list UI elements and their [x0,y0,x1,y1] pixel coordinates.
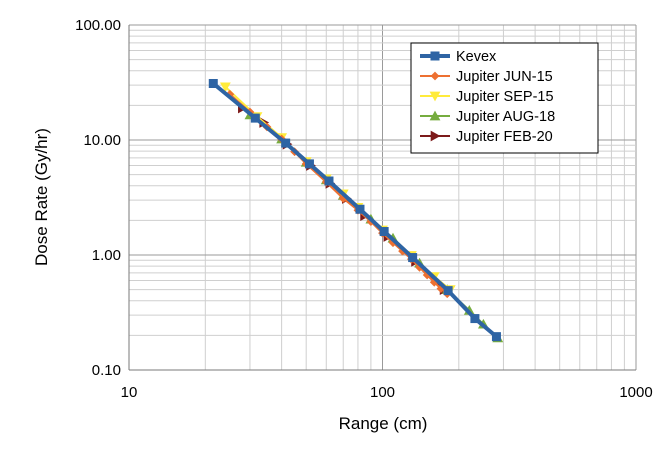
legend-item: Jupiter JUN-15 [420,69,553,85]
legend-swatch-marker [429,91,441,102]
data-point [324,176,334,186]
data-point [338,194,348,203]
series-layer [208,78,504,343]
legend: Kevex Jupiter JUN-15 Jupiter SEP-15 Jupiter… [410,42,599,154]
tick-labels: 10 100 1000 0.10 1.00 10.00 100.00 [75,17,653,401]
y-tick-label: 10.00 [83,132,121,149]
data-point [398,246,407,256]
data-point [379,227,389,237]
legend-swatch-marker [429,110,441,121]
legend-item: Jupiter FEB-20 [420,129,553,145]
legend-label: Jupiter AUG-18 [456,109,555,125]
data-point [355,204,365,214]
legend-label: Jupiter FEB-20 [456,129,553,145]
y-tick-label: 100.00 [75,17,121,34]
data-point [208,78,218,88]
data-point [304,159,314,169]
x-tick-label: 100 [370,384,395,401]
legend-item: Jupiter SEP-15 [420,89,554,105]
legend-label: Jupiter JUN-15 [456,69,553,85]
data-point [415,263,424,272]
data-point [491,332,501,342]
y-axis-title: Dose Rate (Gy/hr) [32,128,51,266]
data-point [225,89,235,99]
legend-swatch-marker [430,130,441,142]
legend-item: Kevex [420,49,497,65]
legend-label: Kevex [456,49,497,65]
series-kevex [208,78,501,342]
legend-box [410,42,599,154]
x-tick-label: 10 [121,384,138,401]
legend-item: Jupiter AUG-18 [420,109,555,125]
legend-swatch-marker [430,71,440,81]
data-point [281,138,291,148]
data-point [219,82,231,93]
legend-swatch-marker [430,51,440,61]
data-point [443,286,453,296]
x-tick-label: 1000 [619,384,652,401]
axes [128,25,636,371]
data-point [388,238,398,248]
data-point [470,314,480,324]
x-axis-title: Range (cm) [339,414,428,433]
legend-label: Jupiter SEP-15 [456,89,554,105]
data-point [250,113,260,123]
y-tick-label: 1.00 [92,247,121,264]
data-point [408,253,418,263]
y-tick-label: 0.10 [92,362,121,379]
